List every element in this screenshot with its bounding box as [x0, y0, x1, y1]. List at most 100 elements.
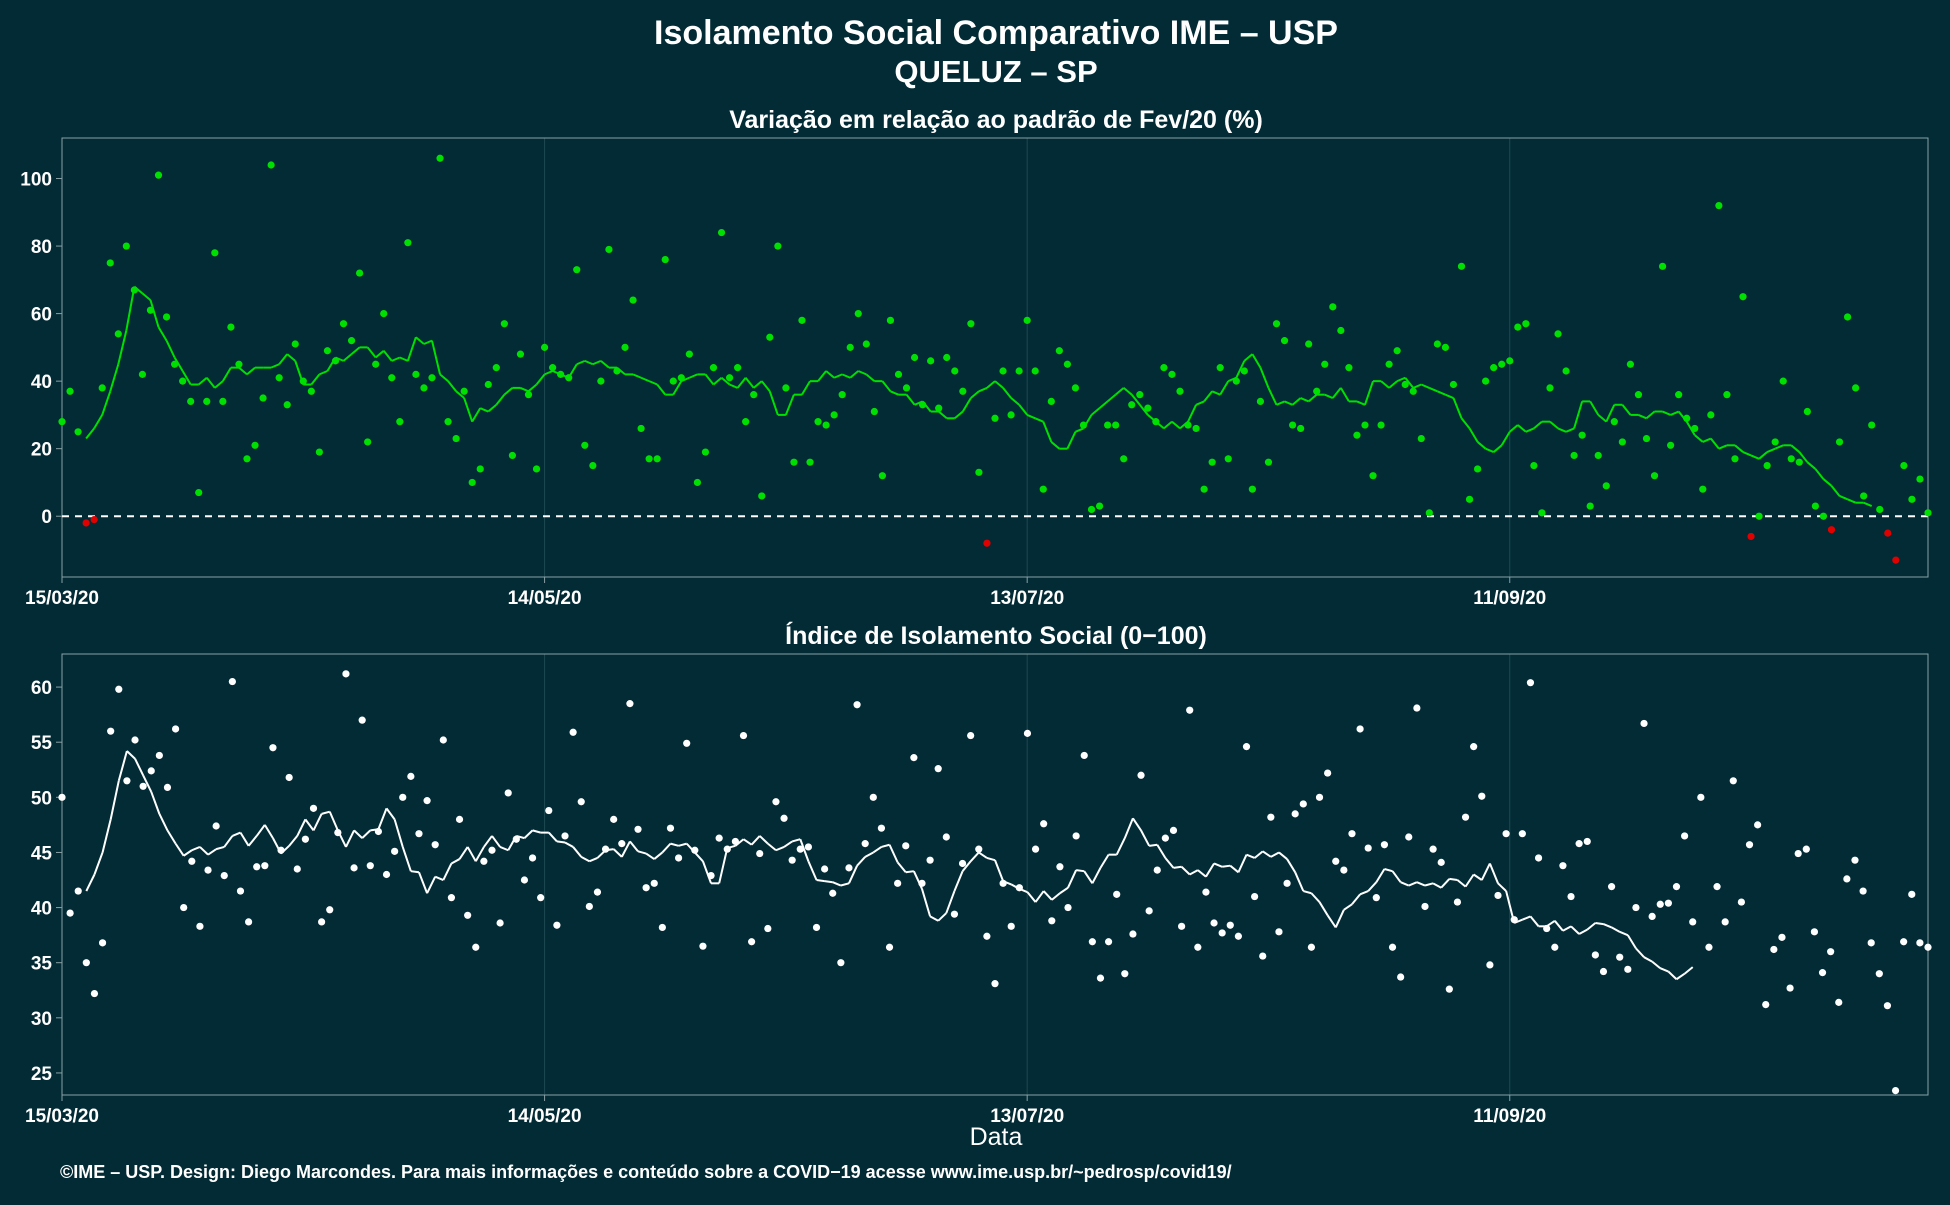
data-point [537, 894, 545, 902]
data-point [412, 370, 420, 378]
moving-average-segment [1034, 417, 1044, 423]
data-point [1200, 485, 1208, 493]
moving-average-segment [1099, 854, 1110, 869]
moving-average-segment [215, 845, 225, 851]
moving-average-segment [1493, 444, 1503, 453]
moving-average-segment [799, 838, 810, 862]
data-point [1353, 431, 1361, 439]
data-point [355, 269, 364, 277]
data-point [1015, 367, 1023, 375]
data-point [261, 862, 269, 870]
x-tick-label: 15/03/20 [25, 588, 99, 609]
moving-average-segment [1473, 873, 1483, 881]
moving-average-segment [1517, 424, 1527, 433]
data-point [1510, 916, 1518, 924]
data-point [372, 360, 380, 368]
data-point [452, 434, 460, 443]
moving-average-segment [1662, 410, 1672, 416]
moving-average-segment [520, 386, 529, 393]
moving-average-segment [1432, 882, 1442, 889]
moving-average-segment [672, 380, 683, 396]
moving-average-segment [375, 349, 385, 359]
data-point [488, 846, 496, 854]
moving-average-segment [784, 394, 795, 416]
moving-average-segment [648, 380, 658, 386]
data-point [1624, 965, 1632, 973]
data-point [605, 245, 613, 254]
data-point [1715, 201, 1723, 210]
y-tick-label: 60 [31, 678, 52, 699]
moving-average-segment [1651, 960, 1661, 969]
data-point [1153, 866, 1161, 874]
moving-average-segment [463, 397, 474, 422]
moving-average-segment [410, 870, 420, 874]
panel-variation: 0 20 40 60 80 100 15/03/20 14/05/20 13/07/20 11/0… [20, 137, 1932, 609]
moving-average-segment [117, 330, 128, 365]
moving-average-segment [1806, 461, 1817, 470]
data-point [90, 515, 98, 524]
data-point [1433, 340, 1441, 348]
data-point [204, 866, 212, 874]
data-point [853, 701, 861, 709]
moving-average-segment [1359, 890, 1369, 896]
data-point [565, 374, 573, 382]
moving-average-segment [994, 859, 1005, 882]
data-point [504, 789, 512, 797]
data-point [107, 727, 115, 735]
moving-average-segment [85, 874, 96, 892]
moving-average-segment [881, 380, 892, 392]
moving-average-segment [1525, 427, 1535, 433]
data-point [1754, 821, 1762, 829]
data-point [1626, 360, 1635, 368]
data-point [1007, 411, 1015, 419]
moving-average-segment [905, 870, 915, 874]
moving-average-segment [1416, 881, 1426, 887]
data-point [203, 397, 211, 405]
moving-average-segment [1742, 451, 1752, 457]
data-point [1299, 800, 1307, 808]
panel-1-title: Variação em relação ao padrão de Fev/20 … [729, 106, 1263, 134]
data-point [1875, 970, 1883, 978]
moving-average-segment [174, 843, 185, 857]
moving-average-segment [1578, 928, 1588, 935]
data-point [1007, 922, 1015, 930]
data-point [593, 888, 602, 896]
data-point [123, 777, 131, 785]
data-point [1372, 894, 1380, 902]
data-point [1192, 424, 1200, 433]
data-point [1348, 830, 1356, 838]
moving-average-segment [109, 363, 120, 392]
data-point [315, 448, 323, 456]
moving-average-segment [247, 835, 258, 847]
moving-average-segment [720, 376, 731, 386]
data-point [877, 824, 886, 832]
data-point [1063, 360, 1071, 368]
data-point [1779, 377, 1787, 385]
moving-average-segment [1308, 393, 1318, 403]
moving-average-segment [969, 851, 980, 862]
data-point [1648, 912, 1656, 920]
moving-average-segment [1156, 844, 1167, 859]
moving-average-segment [742, 838, 753, 846]
data-point [902, 842, 910, 850]
data-point [830, 411, 838, 419]
data-point [561, 832, 569, 840]
data-point [658, 923, 666, 932]
moving-average-segment [1400, 881, 1410, 887]
data-point [837, 959, 845, 967]
data-point [597, 377, 605, 385]
data-point [1599, 967, 1608, 976]
data-point [1248, 485, 1256, 493]
moving-average-segment [1488, 863, 1499, 884]
moving-average-segment [255, 824, 266, 837]
data-point [1891, 1086, 1900, 1095]
data-point [106, 259, 114, 267]
data-point [1208, 458, 1216, 466]
moving-average-segment [1303, 890, 1312, 895]
moving-average-segment [125, 286, 136, 331]
data-point [236, 887, 245, 895]
moving-average-segment [729, 383, 739, 389]
x-tick-label: 15/03/20 [25, 1106, 99, 1127]
moving-average-segment [1562, 925, 1572, 932]
moving-average-segment [872, 846, 882, 854]
